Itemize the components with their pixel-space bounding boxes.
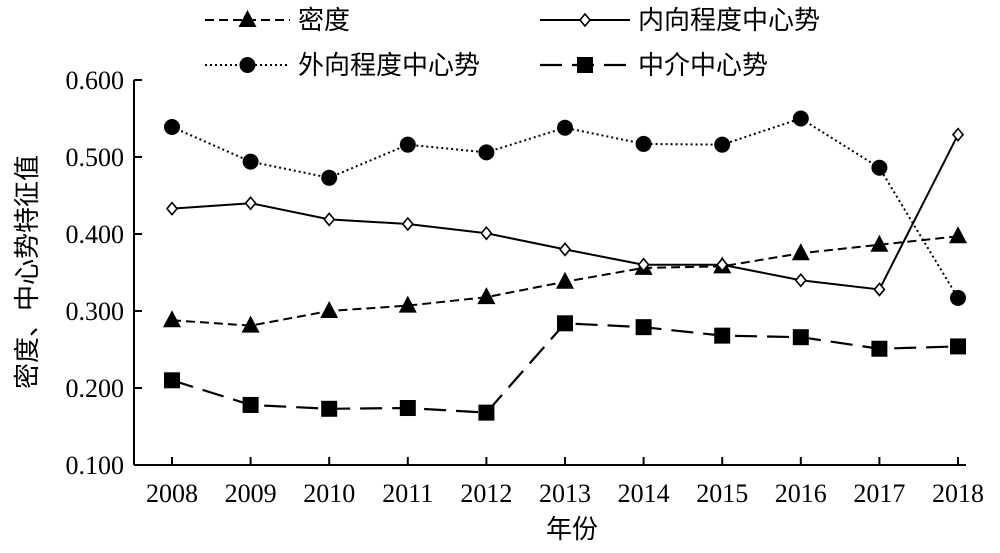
data-point-circle [399,136,416,153]
legend-item: 中介中心势 [540,51,768,80]
data-point-square [577,57,593,73]
data-point-circle [714,136,731,153]
series-2 [164,110,966,306]
legend-item: 外向程度中心势 [205,51,480,80]
data-point-triangle [949,226,967,244]
legend-label: 中介中心势 [638,51,768,80]
data-point-triangle [791,243,810,261]
data-point-diamond-open [558,242,572,257]
data-point-square [950,338,966,355]
data-point-square [557,315,573,332]
data-point-square [714,327,731,344]
series-line [171,117,959,299]
series-0 [163,226,967,333]
data-point-triangle [238,10,257,27]
data-point-triangle [163,310,181,328]
y-tick-label: 0.400 [66,220,125,249]
series-line [171,134,959,291]
data-point-diamond-open [637,257,650,273]
data-point-triangle [556,271,574,289]
y-tick-label: 0.300 [66,297,125,326]
y-tick-label: 0.500 [66,143,125,172]
data-point-diamond-open [401,216,414,232]
data-point-diamond-open [716,257,729,273]
legend-item: 密度 [205,6,350,35]
series-layer [163,110,967,421]
data-point-circle [239,57,256,73]
x-ticks: 2008 2009 2010 2011 2012 2013 2014 2015 2016 2017… [146,457,984,508]
x-tick-label: 2010 [303,479,355,508]
legend-label: 外向程度中心势 [298,51,480,80]
data-point-square [321,400,338,417]
data-point-circle [871,159,888,176]
data-point-circle [242,153,259,170]
series-line [171,322,959,414]
data-point-square [399,400,416,417]
x-axis-title: 年份 [546,515,598,544]
data-point-square [792,329,809,346]
data-point-square [871,340,888,357]
data-point-circle [950,289,966,306]
data-point-square [242,396,259,413]
series-3 [164,315,966,421]
x-tick-label: 2018 [932,479,984,508]
data-point-triangle [320,301,339,318]
x-tick-label: 2017 [853,479,905,508]
data-point-diamond-open [951,127,965,142]
data-point-circle [792,110,809,127]
data-point-circle [635,135,652,152]
x-tick-label: 2013 [539,479,591,508]
x-tick-label: 2008 [146,479,198,508]
y-tick-label: 0.200 [66,374,125,403]
data-point-triangle [870,234,889,252]
x-tick-label: 2016 [775,479,827,508]
y-ticks: 0.100 0.200 0.300 0.400 0.500 0.600 [66,66,142,480]
data-point-circle [557,119,573,136]
data-point-triangle [477,287,496,305]
data-point-diamond-open [165,201,179,216]
data-point-circle [164,118,180,135]
x-tick-label: 2015 [696,479,748,508]
data-point-diamond-open [873,282,886,297]
data-point-diamond-open [794,272,807,288]
data-point-diamond-open [578,12,592,28]
data-point-square [478,404,495,421]
data-point-square [164,372,180,389]
data-point-diamond-open [244,195,257,211]
x-tick-label: 2012 [460,479,512,508]
y-tick-label: 0.600 [66,66,125,95]
x-tick-label: 2009 [225,479,277,508]
legend-label: 内向程度中心势 [638,6,820,35]
data-point-circle [321,169,338,186]
data-point-diamond-open [480,225,493,241]
data-point-diamond-open [323,212,336,227]
x-tick-label: 2011 [382,479,433,508]
x-tick-label: 2014 [618,479,670,508]
data-point-square [635,319,652,336]
y-tick-label: 0.100 [66,451,125,480]
series-1 [165,127,965,297]
data-point-triangle [398,295,417,313]
y-axis-title: 密度、中心势特征值 [13,155,42,389]
legend-label: 密度 [298,6,350,35]
data-point-triangle [241,315,260,333]
data-point-circle [478,144,495,161]
legend-item: 内向程度中心势 [540,6,820,35]
